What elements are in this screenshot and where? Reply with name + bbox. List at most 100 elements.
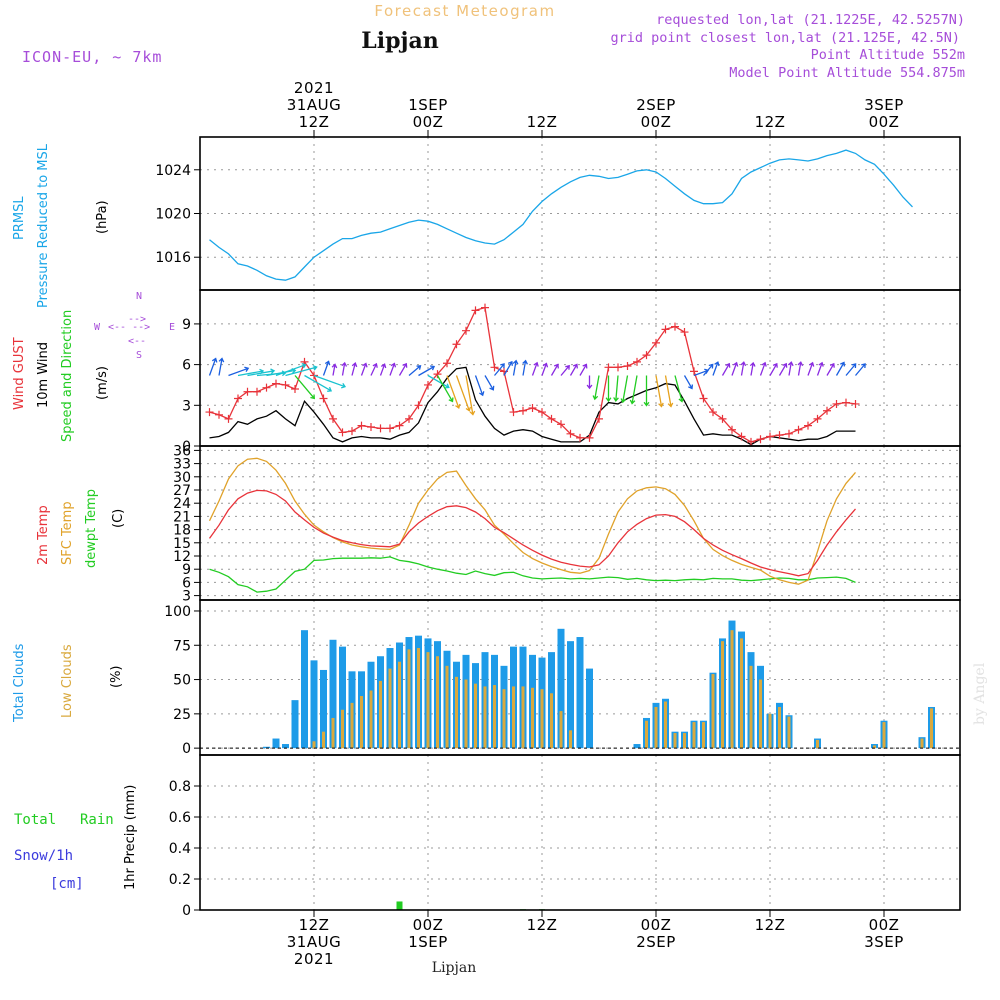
pressure-ytick-label: 1020	[155, 207, 191, 223]
total-cloud-bar	[586, 668, 593, 749]
wind-direction-arrow	[418, 365, 436, 377]
temperature-ytick-label: 27	[173, 483, 191, 499]
gust-marker	[471, 306, 480, 315]
gust-marker	[405, 414, 413, 423]
gust-marker	[224, 414, 233, 423]
gust-marker	[823, 406, 831, 415]
gust-marker	[699, 394, 708, 403]
model-point-altitude: Model Point Altitude 554.875m	[729, 65, 965, 81]
pressure-unit: (hPa)	[95, 200, 110, 234]
wind-direction-arrow	[455, 375, 472, 412]
wind-direction-arrow	[446, 375, 461, 409]
gust-marker	[680, 328, 689, 337]
bottom-time-label: 2021	[294, 950, 334, 968]
low-cloud-bar	[502, 689, 506, 749]
low-cloud-bar	[683, 733, 686, 749]
temperature-ytick-label: 24	[173, 496, 191, 512]
wind-direction-arrow	[797, 361, 804, 376]
bottom-time-label: 12Z	[299, 916, 330, 934]
wind-direction-arrow	[541, 362, 549, 376]
gust-marker	[348, 427, 356, 436]
bottom-time-label: 00Z	[869, 916, 900, 934]
wind-direction-arrow	[759, 361, 767, 376]
low-cloud-bar	[398, 661, 401, 749]
gust-marker	[205, 408, 214, 417]
top-time-label: 31AUG	[287, 96, 341, 114]
top-time-label: 2021	[294, 79, 334, 97]
low-cloud-bar	[778, 706, 781, 749]
low-cloud-bar	[312, 741, 316, 749]
wind-direction-arrow	[605, 375, 612, 403]
wind-direction-arrow	[740, 361, 747, 376]
low-cloud-bar	[550, 693, 553, 749]
model-label: ICON-EU, ~ 7km	[22, 48, 162, 66]
temperature-ytick-label: 21	[173, 509, 191, 525]
temp-ylabel-2: SFC Temp	[60, 501, 75, 565]
wind-ytick-label: 6	[182, 358, 191, 374]
low-cloud-bar	[455, 676, 458, 749]
gust-marker	[528, 404, 537, 413]
wind-direction-arrow	[778, 362, 788, 376]
total-cloud-bar	[633, 744, 641, 749]
clouds-ytick-label: 0	[182, 741, 191, 757]
compass-vert-2: <--	[128, 336, 146, 347]
wind-direction-arrow	[512, 359, 519, 376]
wind-ytick-label: 3	[182, 398, 191, 414]
low-cloud-bar	[730, 630, 734, 749]
gust-marker	[813, 414, 822, 423]
low-cloud-bar	[787, 716, 791, 749]
wind-direction-arrow	[664, 375, 674, 408]
wind-direction-arrow	[218, 357, 225, 376]
total-cloud-bar	[272, 738, 280, 749]
pressure-panel: 1016 1020 1024	[155, 137, 960, 290]
wind-direction-arrow	[285, 365, 318, 377]
gust-marker	[452, 340, 461, 349]
low-cloud-bar	[920, 738, 924, 749]
total-cloud-bar	[576, 637, 584, 749]
wind-ylabel-3: Speed and Direction	[60, 310, 75, 442]
grid-point-coordinates: grid point closest lon,lat (21.125E, 42.…	[611, 30, 961, 46]
wind-direction-arrow	[569, 363, 578, 376]
wind-direction-arrow	[360, 362, 368, 376]
gust-marker	[709, 408, 717, 417]
bottom-time-label: 1SEP	[408, 933, 448, 951]
bottom-time-label: 12Z	[527, 916, 558, 934]
total-cloud-bar	[567, 641, 574, 749]
low-cloud-bar	[740, 638, 743, 749]
top-time-label: 00Z	[641, 113, 672, 131]
clouds-ytick-label: 50	[173, 673, 191, 689]
gust-marker	[728, 425, 736, 434]
pressure-ytick-label: 1024	[155, 163, 191, 179]
gust-marker	[595, 414, 603, 423]
low-cloud-bar	[559, 711, 563, 749]
temp-ylabel-3: dewpt Temp	[84, 489, 99, 568]
wind-direction-arrow	[322, 360, 331, 376]
low-cloud-bar	[426, 652, 430, 749]
precip-ytick-label: 0.8	[169, 779, 191, 795]
wind-direction-arrow	[208, 357, 218, 376]
compass-s: S	[136, 350, 142, 361]
wind-direction-arrow	[398, 362, 408, 376]
gust-marker	[547, 414, 556, 423]
low-cloud-bar	[379, 680, 382, 749]
low-cloud-bar	[331, 717, 335, 749]
wind-direction-arrow	[465, 375, 476, 416]
wind-direction-arrow	[788, 361, 794, 376]
gust-marker	[804, 421, 812, 430]
super-title: Forecast Meteogram	[374, 2, 555, 20]
clouds-ytick-label: 75	[173, 638, 191, 654]
clouds-panel: 0 25 50 75 100	[164, 600, 960, 757]
gust-marker	[367, 423, 375, 432]
footer-location: Lipjan	[432, 960, 476, 976]
bottom-time-label: 00Z	[641, 916, 672, 934]
requested-coordinates: requested lon,lat (21.1225E, 42.5257N)	[656, 12, 965, 28]
low-cloud-bar	[721, 641, 724, 749]
gust-marker	[642, 351, 651, 360]
wind-ytick-label: 9	[182, 317, 191, 333]
wind-direction-arrow	[845, 363, 857, 376]
temperature-ytick-label: 15	[173, 536, 191, 552]
compass-arrows: <-- -->	[108, 322, 150, 333]
wind-direction-arrow	[494, 363, 505, 376]
wind-direction-arrow	[586, 375, 593, 390]
